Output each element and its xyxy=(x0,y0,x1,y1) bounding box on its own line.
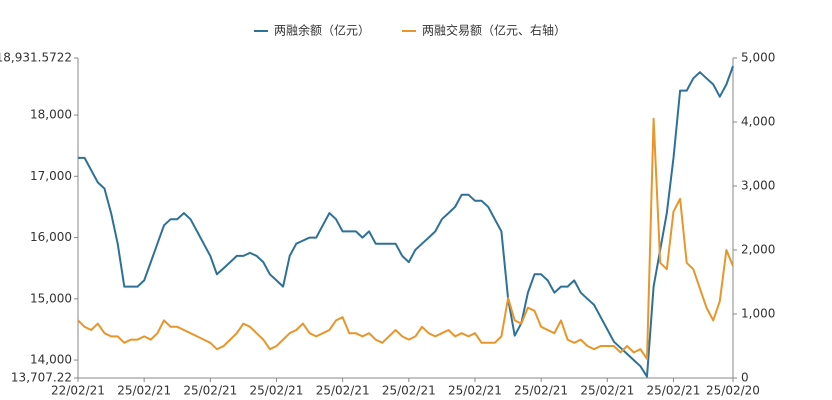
x-tick-label: 25/02/21 xyxy=(514,384,568,398)
y2-tick-label: 4,000 xyxy=(741,115,775,129)
y-tick-label: 15,000 xyxy=(30,291,72,305)
x-tick-label: 25/02/21 xyxy=(580,384,634,398)
x-tick-label: 25/02/21 xyxy=(250,384,304,398)
y-tick-label: 13,707.22 xyxy=(11,371,72,385)
y-tick-label: 18,931.5722 xyxy=(0,51,72,65)
y2-tick-label: 0 xyxy=(741,371,749,385)
x-tick-label: 25/02/21 xyxy=(647,384,701,398)
y2-tick-label: 2,000 xyxy=(741,243,775,257)
y2-tick-label: 3,000 xyxy=(741,179,775,193)
y-tick-label: 14,000 xyxy=(30,353,72,367)
x-tick-label: 25/02/21 xyxy=(183,384,237,398)
y-tick-label: 17,000 xyxy=(30,169,72,183)
x-tick-label: 25/02/21 xyxy=(316,384,370,398)
series-line xyxy=(77,117,734,360)
x-tick-label: 25/02/21 xyxy=(448,384,502,398)
y2-tick-label: 1,000 xyxy=(741,307,775,321)
y-tick-label: 18,000 xyxy=(30,108,72,122)
y-tick-label: 16,000 xyxy=(30,230,72,244)
x-tick-label: 25/02/20 xyxy=(706,384,760,398)
series-line xyxy=(78,65,734,378)
legend-label: 两融交易额（亿元、右轴） xyxy=(422,23,566,38)
x-tick-label: 25/02/21 xyxy=(117,384,171,398)
y2-tick-label: 5,000 xyxy=(741,51,775,65)
x-tick-label: 22/02/21 xyxy=(51,384,105,398)
x-tick-label: 25/02/21 xyxy=(382,384,436,398)
legend-label: 两融余额（亿元） xyxy=(274,23,370,38)
